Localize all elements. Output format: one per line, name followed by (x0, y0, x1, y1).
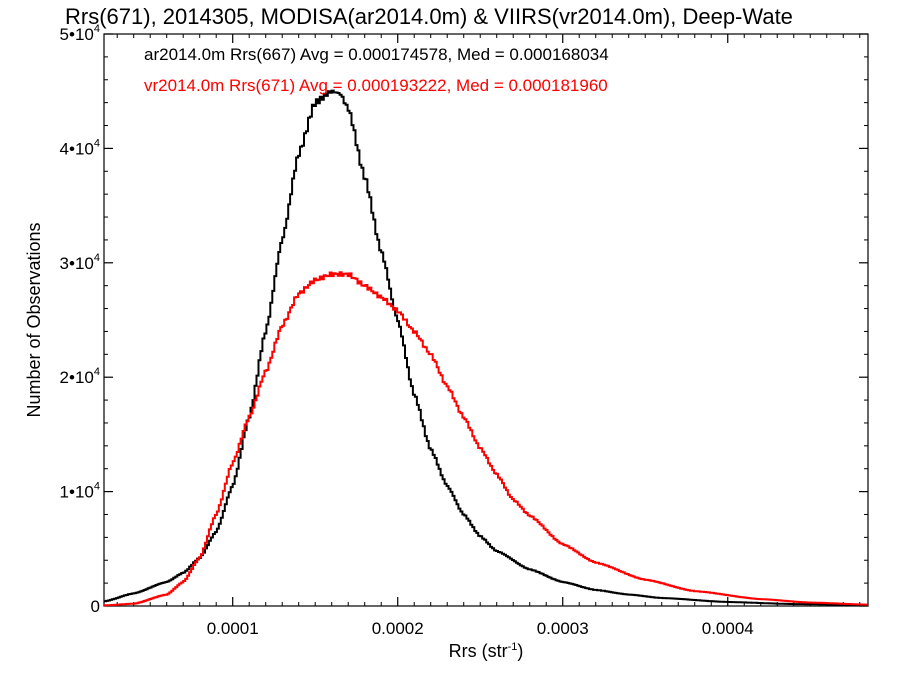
x-axis-title: Rrs (str-1) (449, 641, 524, 661)
series-viirs-line (104, 271, 868, 607)
y-tick-label: 0 (91, 597, 100, 616)
y-tick-label: 4•104 (60, 137, 100, 158)
annotation-modisa: ar2014.0m Rrs(667) Avg = 0.000174578, Me… (144, 45, 609, 64)
x-axis-title-sup: -1 (508, 641, 518, 653)
axis-ticks: 0.0001 0.0002 0.0003 0.0004 0 1•104 2•104 3•104… (60, 23, 868, 638)
y-axis-title: Number of Observations (24, 222, 44, 417)
chart-title: Rrs(671), 2014305, MODISA(ar2014.0m) & V… (65, 4, 793, 29)
data-series (104, 89, 868, 607)
x-tick-label: 0.0004 (702, 619, 754, 638)
y-tick-label: 3•104 (60, 252, 100, 273)
x-tick-label: 0.0003 (537, 619, 589, 638)
x-axis-title-main: Rrs (str (449, 641, 508, 661)
series-modisa-line (104, 89, 868, 606)
x-tick-label: 0.0001 (207, 619, 259, 638)
y-tick-label: 2•104 (60, 366, 100, 387)
x-tick-label: 0.0002 (372, 619, 424, 638)
annotation-viirs: vr2014.0m Rrs(671) Avg = 0.000193222, Me… (144, 76, 608, 95)
plot-frame (103, 33, 869, 607)
y-tick-label: 5•104 (60, 23, 100, 44)
x-axis-title-close: ) (517, 641, 523, 661)
y-tick-label: 1•104 (60, 481, 100, 502)
